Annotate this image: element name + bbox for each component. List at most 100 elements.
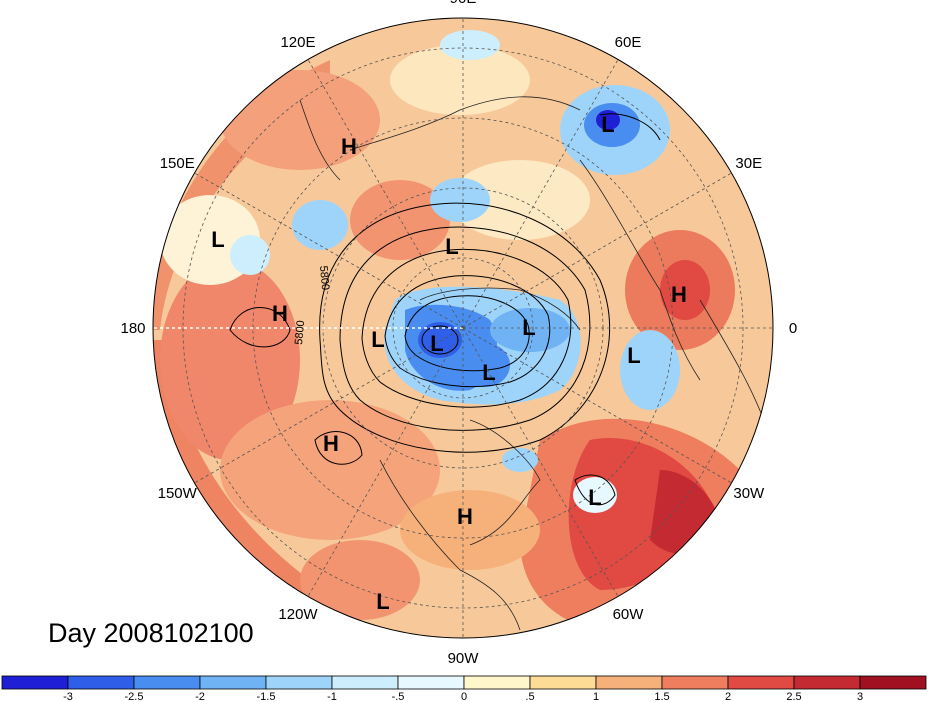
meridian-120e [307,59,464,329]
lon-label-150w: 150W [158,485,198,502]
colorbar-tick-8: 1 [593,691,599,702]
contour-low-center [421,325,459,355]
high-pressure-label-3: H [272,301,288,326]
lon-label-150e: 150E [160,155,195,172]
colorbar-swatch-2 [133,675,201,690]
colorbar-tick-4: -1 [327,691,337,702]
cold-core-polar-2 [490,308,570,352]
map-boundary [152,17,774,639]
lon-label-30w: 30W [733,485,765,502]
colorbar-tick-2: -2 [195,691,205,702]
neutral-patch-90e [390,45,530,115]
low-pressure-label-14: L [376,589,389,614]
neutral-patch-russia [450,160,590,240]
cold-patch-greenland-east [620,330,680,410]
low-pressure-label-10: L [627,343,640,368]
lon-label-90e: 90E [450,0,477,7]
day-label: Day 2008102100 [48,618,254,648]
warm-patch-siberia [350,180,450,260]
cold-patch-150e [230,235,270,275]
cool-patch-atlantic [573,477,617,513]
cold-patch-kamchatka [292,200,348,250]
lon-label-0: 0 [789,320,797,337]
coastline-north-america-east [469,419,541,546]
high-pressure-label-9: H [671,282,687,307]
coastline-east-asia [299,99,341,181]
coastlines [299,96,771,631]
meridians [153,18,773,638]
contour-low-atlantic [574,474,616,506]
meridian-120w [307,327,464,597]
meridian-30e [462,172,732,329]
coastline-europe [579,159,701,381]
meridian-60w [462,327,619,597]
warm-patch-150w [220,400,440,540]
contour-high-150w [314,431,363,465]
warm-patch-180 [160,260,300,460]
colorbar-tick-3: -1.5 [257,691,276,702]
colorbar-swatch-9 [595,675,663,690]
warm-patch-pacific-east [300,540,420,620]
low-pressure-label-2: L [211,227,224,252]
colorbar-swatch-13 [859,675,927,690]
cold-core-polar-3 [460,343,510,387]
meridian-150e [194,172,464,329]
lon-label-180: 180 [120,320,145,337]
colorbar-swatch-10 [661,675,729,690]
high-pressure-label-11: H [323,431,339,456]
coastline-north-america-west [379,459,521,631]
anomaly-field [153,18,773,638]
contour-inner-3 [384,275,551,388]
colorbar-swatch-8 [529,675,597,690]
coastline-arctic [419,287,581,331]
colorbar-swatch-6 [397,675,465,690]
lon-label-90w: 90W [448,650,480,667]
colorbar-swatch-3 [199,675,267,690]
colorbar-swatch-11 [727,675,795,690]
low-pressure-label-8: L [445,234,458,259]
latitude-circle-1 [392,257,534,399]
colorbar-swatch-12 [793,675,861,690]
low-pressure-label-7: L [522,315,535,340]
colorbar-tick-7: .5 [525,691,534,702]
colorbar-swatch-0 [1,675,69,690]
warm-patch-usa [400,490,540,570]
meridian-60e [462,59,619,329]
graticule [153,18,773,638]
warm-patch-120e [220,70,380,170]
contour-label-5800-north: 5800 [317,265,331,290]
low-pressure-label-13: L [588,485,601,510]
longitude-labels: 90E 60E 30E 0 30W 60W 90W 120W 150W 180 150E 120E [120,0,797,667]
colorbar-tick-12: 3 [857,691,863,702]
lon-label-60w: 60W [613,606,645,623]
colorbar-swatch-7 [463,675,531,690]
colorbar-tick-5: -.5 [392,691,405,702]
colorbar-tick-0: -3 [63,691,73,702]
colorbar-tick-11: 2.5 [786,691,801,702]
contour-inner-1 [339,226,591,431]
high-pressure-label-12: H [457,504,473,529]
contour-60e [599,113,661,141]
cold-patch-labrador [502,448,538,472]
coastline-asia-north [349,96,581,151]
contour-5800 [319,202,611,453]
lon-label-30e: 30E [735,155,762,172]
contour-high-180 [229,307,291,348]
low-pressure-label-5: L [430,331,443,356]
colorbar: -3 -2.5 -2 -1.5 -1 -.5 0 .5 1 1.5 2 2.5 3 [1,675,927,702]
low-pressure-label-6: L [482,360,495,385]
meridian-30w [462,327,732,484]
cold-patch-siberia [430,178,490,222]
colorbar-swatch-4 [265,675,333,690]
height-contours [229,113,661,506]
colorbar-tick-10: 2 [725,691,731,702]
meridian-150w [194,327,464,484]
lon-label-120e: 120E [280,34,315,51]
low-pressure-label-4: L [371,327,384,352]
low-pressure-label-1: L [601,112,614,137]
contour-inner-2 [361,248,572,408]
colorbar-swatch-1 [67,675,135,690]
high-pressure-label-0: H [341,134,357,159]
colorbar-tick-6: 0 [461,691,467,702]
